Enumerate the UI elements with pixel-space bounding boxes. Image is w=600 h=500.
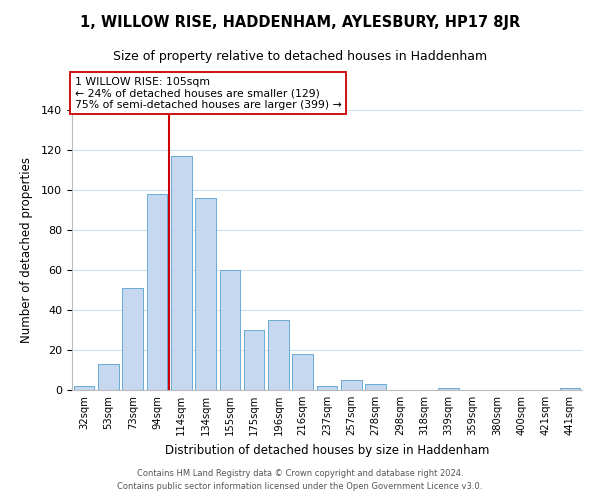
Bar xyxy=(146,194,167,390)
Text: Contains public sector information licensed under the Open Government Licence v3: Contains public sector information licen… xyxy=(118,482,482,491)
Bar xyxy=(195,198,216,390)
Text: Size of property relative to detached houses in Haddenham: Size of property relative to detached ho… xyxy=(113,50,487,63)
Bar xyxy=(122,288,143,390)
Text: Contains HM Land Registry data © Crown copyright and database right 2024.: Contains HM Land Registry data © Crown c… xyxy=(137,468,463,477)
Bar xyxy=(98,364,119,390)
Bar xyxy=(292,354,313,390)
Bar xyxy=(438,388,459,390)
Bar xyxy=(317,386,337,390)
Y-axis label: Number of detached properties: Number of detached properties xyxy=(20,157,33,343)
Bar xyxy=(220,270,240,390)
Bar xyxy=(268,320,289,390)
Text: 1 WILLOW RISE: 105sqm
← 24% of detached houses are smaller (129)
75% of semi-det: 1 WILLOW RISE: 105sqm ← 24% of detached … xyxy=(74,77,341,110)
X-axis label: Distribution of detached houses by size in Haddenham: Distribution of detached houses by size … xyxy=(165,444,489,456)
Bar xyxy=(244,330,265,390)
Bar xyxy=(560,388,580,390)
Bar xyxy=(341,380,362,390)
Bar xyxy=(171,156,191,390)
Bar xyxy=(74,386,94,390)
Bar xyxy=(365,384,386,390)
Text: 1, WILLOW RISE, HADDENHAM, AYLESBURY, HP17 8JR: 1, WILLOW RISE, HADDENHAM, AYLESBURY, HP… xyxy=(80,15,520,30)
